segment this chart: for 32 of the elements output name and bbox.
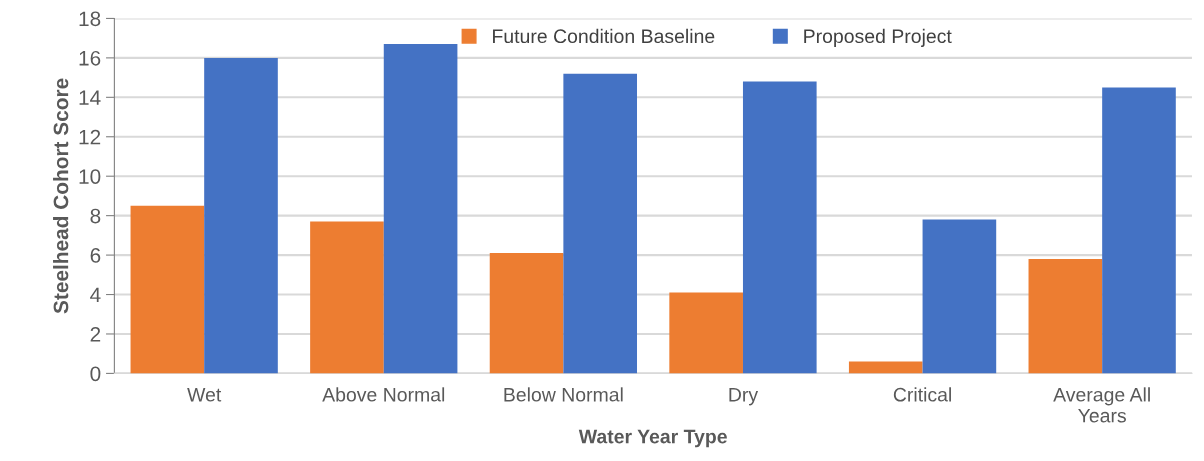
bar — [563, 73, 638, 374]
y-tick-label: 2 — [90, 326, 101, 342]
y-tick-label: 8 — [90, 208, 101, 224]
x-tick-label: Average All Years — [1053, 387, 1150, 423]
bar — [669, 292, 743, 374]
y-tick-label: 14 — [79, 90, 101, 105]
bar — [310, 221, 384, 374]
y-tick-label: 4 — [90, 287, 101, 303]
y-axis-title: Steelhead Cohort Score — [53, 78, 69, 314]
x-tick-label: Above Normal — [322, 387, 445, 402]
x-axis-title: Water Year Type — [578, 429, 727, 448]
x-tick-label: Dry — [729, 388, 759, 406]
y-tick-label: 10 — [79, 169, 101, 184]
bar — [1102, 87, 1176, 374]
x-tick-label: Below Normal — [504, 387, 623, 402]
y-tick-label: 0 — [90, 366, 101, 382]
bar — [848, 361, 923, 374]
x-tick-label: Critical — [893, 387, 951, 402]
y-tick-label: 18 — [79, 11, 101, 27]
bar — [130, 205, 205, 374]
legend-label: Proposed Project — [804, 28, 952, 47]
y-tick-label: 6 — [90, 248, 101, 263]
bar — [383, 44, 458, 374]
bar — [922, 219, 997, 374]
bar — [742, 81, 817, 374]
bar — [1028, 259, 1103, 374]
bar — [489, 253, 564, 374]
legend-label: Future Condition Baseline — [493, 28, 715, 44]
y-tick-label: 16 — [79, 50, 101, 66]
x-tick-label: Wet — [187, 388, 222, 402]
bar — [204, 57, 278, 374]
y-tick-label: 12 — [79, 129, 101, 145]
